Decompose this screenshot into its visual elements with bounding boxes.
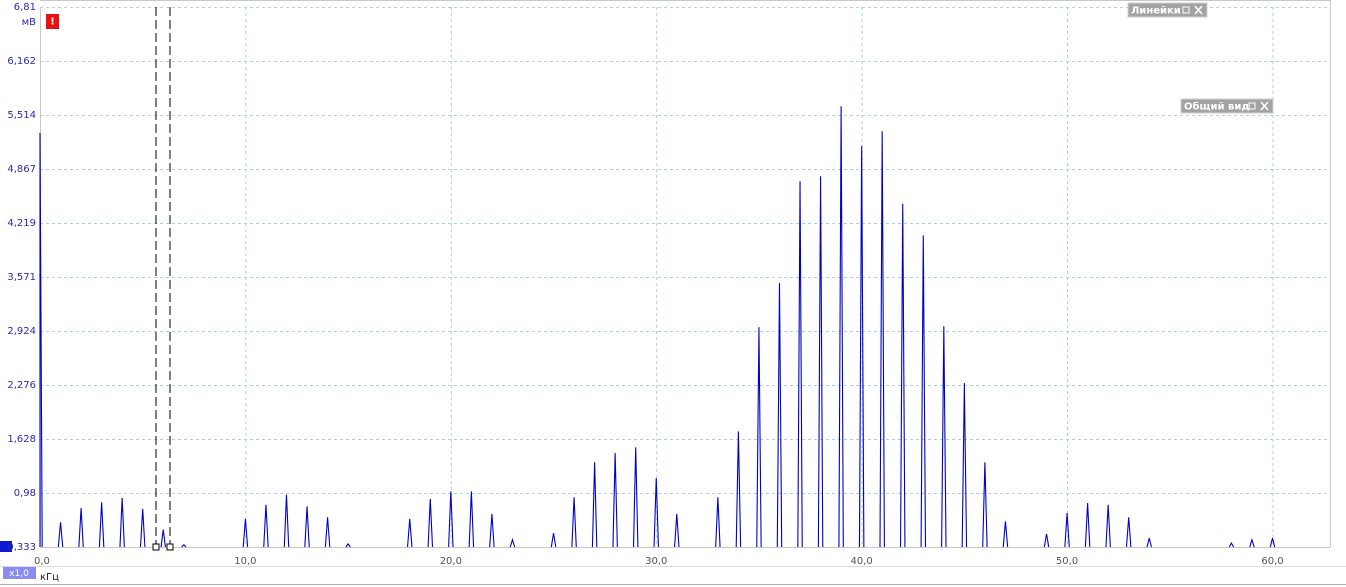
alert-icon[interactable] [46, 14, 59, 29]
spectrum-peak [550, 532, 557, 548]
rulers-panel[interactable]: Линейки [1127, 2, 1208, 18]
spectrum-peak [509, 537, 516, 548]
x-tick-label: 30,0 [645, 556, 667, 567]
y-tick-label: 2,924 [7, 326, 36, 337]
spectrum-peak [715, 497, 721, 548]
ruler-handle[interactable] [166, 543, 174, 551]
spectrum-peak [735, 431, 742, 548]
spectrum-peak [797, 181, 803, 548]
x-unit: кГц [40, 572, 59, 583]
spectrum-peak [920, 235, 927, 548]
spectrum-peak [591, 462, 598, 548]
spectrum-peak [468, 491, 475, 548]
y-tick-label: 6,81 [14, 2, 36, 13]
y-tick-label: 4,219 [7, 218, 36, 229]
spectrum-peak [674, 513, 680, 548]
spectrum-peak [941, 326, 947, 548]
spectrum-peak [632, 447, 639, 548]
y-tick-label: 5,514 [7, 110, 36, 121]
spectrum-peak [345, 542, 351, 548]
spectrum-peak [304, 506, 310, 548]
x-tick-label: 20,0 [440, 556, 462, 567]
y-tick-label: 4,867 [7, 164, 36, 175]
spectrum-peak [961, 382, 968, 548]
spectrum-peak [160, 529, 166, 548]
spectrum-peak [324, 517, 331, 548]
plot [39, 106, 1276, 548]
panel-title: Общий вид [1184, 101, 1249, 113]
x-tick-label: 40,0 [851, 556, 873, 567]
spectrum-peak [39, 132, 43, 548]
restore-icon[interactable] [1248, 102, 1256, 110]
spectrum-peak [899, 203, 906, 548]
spectrum-peak [817, 176, 824, 548]
spectrum-peak [1228, 541, 1235, 548]
ruler-handle[interactable] [152, 543, 160, 551]
spectrum-peak [653, 478, 659, 548]
spectrum-peak [879, 131, 885, 548]
spectrum-peak [1084, 503, 1091, 548]
channel-marker[interactable] [0, 541, 12, 552]
spectrum-peak [776, 282, 783, 548]
y-tick-label: 0,333 [7, 542, 36, 553]
overview-panel[interactable]: Общий вид [1180, 98, 1274, 114]
spectrum-peak [1269, 537, 1276, 548]
spectrum-peak [982, 462, 988, 548]
y-tick-label: 3,571 [7, 272, 36, 283]
spectrum-peak [119, 498, 125, 548]
spectrum-peak [448, 491, 454, 548]
panel-title: Линейки [1131, 6, 1181, 17]
zoom-badge[interactable] [3, 567, 36, 579]
spectrum-peak [406, 518, 413, 548]
spectrum-peak [1146, 537, 1152, 548]
spectrum-peak [1002, 521, 1009, 548]
y-tick-label: 6,162 [7, 56, 36, 67]
spectrum-peak [489, 513, 495, 548]
spectrum-peak [612, 453, 618, 548]
alert-text: ! [50, 17, 55, 28]
spectrum-peak [1064, 513, 1070, 548]
spectrum-peak [242, 518, 249, 548]
x-tick-label: 50,0 [1056, 556, 1078, 567]
zoom-text: x1,0 [9, 569, 29, 579]
close-icon[interactable] [1260, 101, 1269, 111]
restore-icon[interactable] [1182, 6, 1190, 14]
spectrum-peak [427, 498, 434, 548]
spectrum-peak [57, 522, 64, 548]
spectrum-peak [1043, 533, 1050, 548]
spectrum-peak [139, 508, 146, 548]
spectrum-peak [283, 494, 290, 548]
x-tick-label: 10,0 [234, 556, 256, 567]
spectrum-peak [98, 502, 105, 548]
y-unit: мВ [22, 17, 37, 28]
x-tick-label: 60,0 [1261, 556, 1283, 567]
spectrum-peak [571, 497, 577, 548]
close-icon[interactable] [1194, 5, 1203, 15]
y-tick-label: 0,98 [14, 488, 36, 499]
spectrum-peak [756, 327, 762, 548]
spectrum-peak [1249, 537, 1255, 548]
spectrum-peak [838, 106, 844, 548]
spectrum-peak [78, 508, 84, 548]
spectrum-peak [1125, 517, 1132, 548]
spectrum-peak [181, 543, 187, 548]
y-tick-label: 1,628 [7, 434, 36, 445]
x-tick-label: 0,0 [34, 556, 50, 567]
spectrum-peak [1105, 504, 1111, 548]
spectrum-peak [263, 504, 269, 548]
y-tick-label: 2,276 [7, 380, 36, 391]
spectrum-peak [858, 146, 865, 548]
